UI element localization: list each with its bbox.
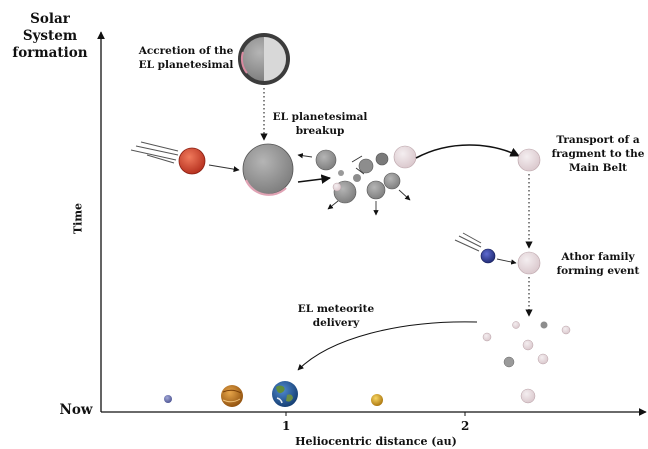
mercury-icon bbox=[164, 395, 172, 403]
venus-icon bbox=[221, 385, 243, 407]
blue-impactor-icon bbox=[480, 248, 496, 264]
breakup-scatter-arrows bbox=[297, 153, 411, 216]
impactor-streaks-right bbox=[454, 232, 482, 252]
impactor-streaks-left bbox=[130, 141, 179, 164]
label-breakup: EL planetesimal breakup bbox=[272, 111, 368, 137]
earth-icon bbox=[272, 381, 298, 407]
arrow-impact bbox=[208, 164, 240, 173]
x-tick-label-1: 1 bbox=[282, 419, 291, 433]
label-delivery: EL meteorite delivery bbox=[297, 303, 375, 329]
el-planetesimal-icon bbox=[242, 143, 294, 196]
athor-parent-icon bbox=[517, 251, 541, 275]
accreting-planetesimal-icon bbox=[238, 33, 290, 85]
arrow-delivery bbox=[297, 321, 478, 371]
breakup-fragments bbox=[315, 145, 417, 204]
label-athor: Athor family forming event bbox=[556, 251, 640, 277]
transported-fragment-icon bbox=[517, 148, 541, 172]
y-axis-top-label: Solar System formation bbox=[12, 11, 88, 61]
y-axis-label: Time bbox=[71, 203, 85, 235]
label-transport: Transport of a fragment to the Main Belt bbox=[551, 134, 645, 174]
label-accretion: Accretion of the EL planetesimal bbox=[138, 45, 234, 71]
athor-family-fragments bbox=[482, 321, 571, 404]
y-axis-bottom-label: Now bbox=[59, 402, 93, 418]
arrow-to-breakup bbox=[297, 174, 331, 184]
mars-icon bbox=[371, 394, 383, 406]
arrow-athor-impact bbox=[496, 258, 517, 265]
red-impactor-icon bbox=[178, 147, 206, 175]
arrow-transport bbox=[415, 144, 520, 159]
x-tick-label-2: 2 bbox=[461, 419, 470, 433]
x-axis-label: Heliocentric distance (au) bbox=[295, 435, 457, 448]
